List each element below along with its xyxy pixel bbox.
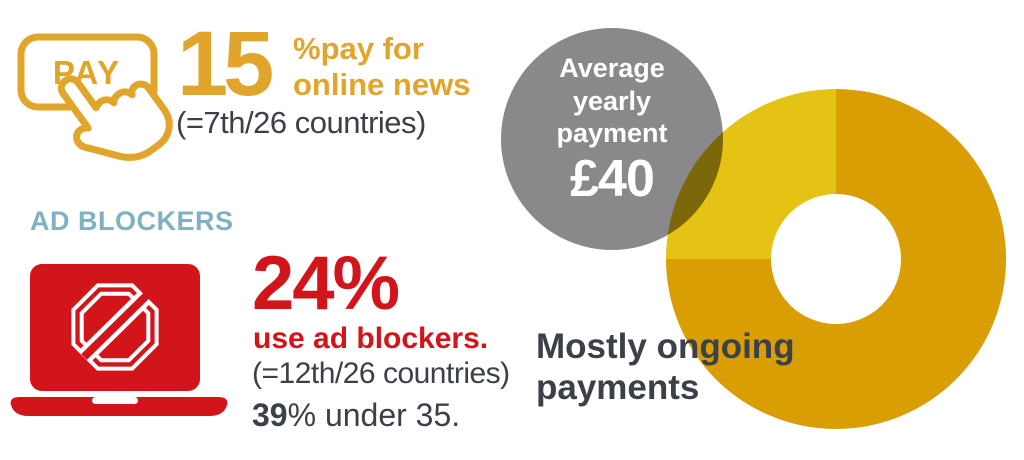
average-payment-bubble (501, 28, 723, 250)
laptop-blocked-icon (10, 264, 228, 416)
laptop-base (10, 397, 228, 416)
donut-hole (771, 194, 901, 324)
click-hand-icon (57, 75, 173, 161)
average-payment-text: Average yearly payment £40 (501, 52, 723, 208)
pay-caption-line2: online news (293, 66, 471, 102)
no-entry-octagon-icon (71, 283, 159, 371)
bubble-line1: Average (559, 53, 665, 83)
adblock-age-bold: 39 (252, 397, 288, 433)
pay-stat-caption: %pay for online news (293, 31, 470, 103)
adblock-age-stat: 39% under 35. (252, 397, 460, 434)
pay-stat-value: 15 (177, 13, 274, 115)
adblock-age-rest: % under 35. (287, 397, 461, 433)
adblock-heading: AD BLOCKERS (30, 206, 234, 236)
pay-rank: (=7th/26 countries) (176, 105, 426, 140)
average-payment-amount: £40 (570, 149, 655, 208)
adblock-desc: use ad blockers. (253, 322, 489, 355)
bubble-line2: yearly (572, 85, 652, 116)
adblock-rank: (=12th/26 countries) (252, 357, 510, 390)
laptop-notch (92, 397, 138, 404)
pay-button-icon: PAY (17, 33, 173, 161)
donut-caption: Mostly ongoing payments (536, 327, 795, 407)
adblock-stat-value: 24% (252, 241, 400, 326)
bubble-line3: payment (556, 118, 668, 149)
pay-caption-line1: %pay for (293, 31, 424, 66)
